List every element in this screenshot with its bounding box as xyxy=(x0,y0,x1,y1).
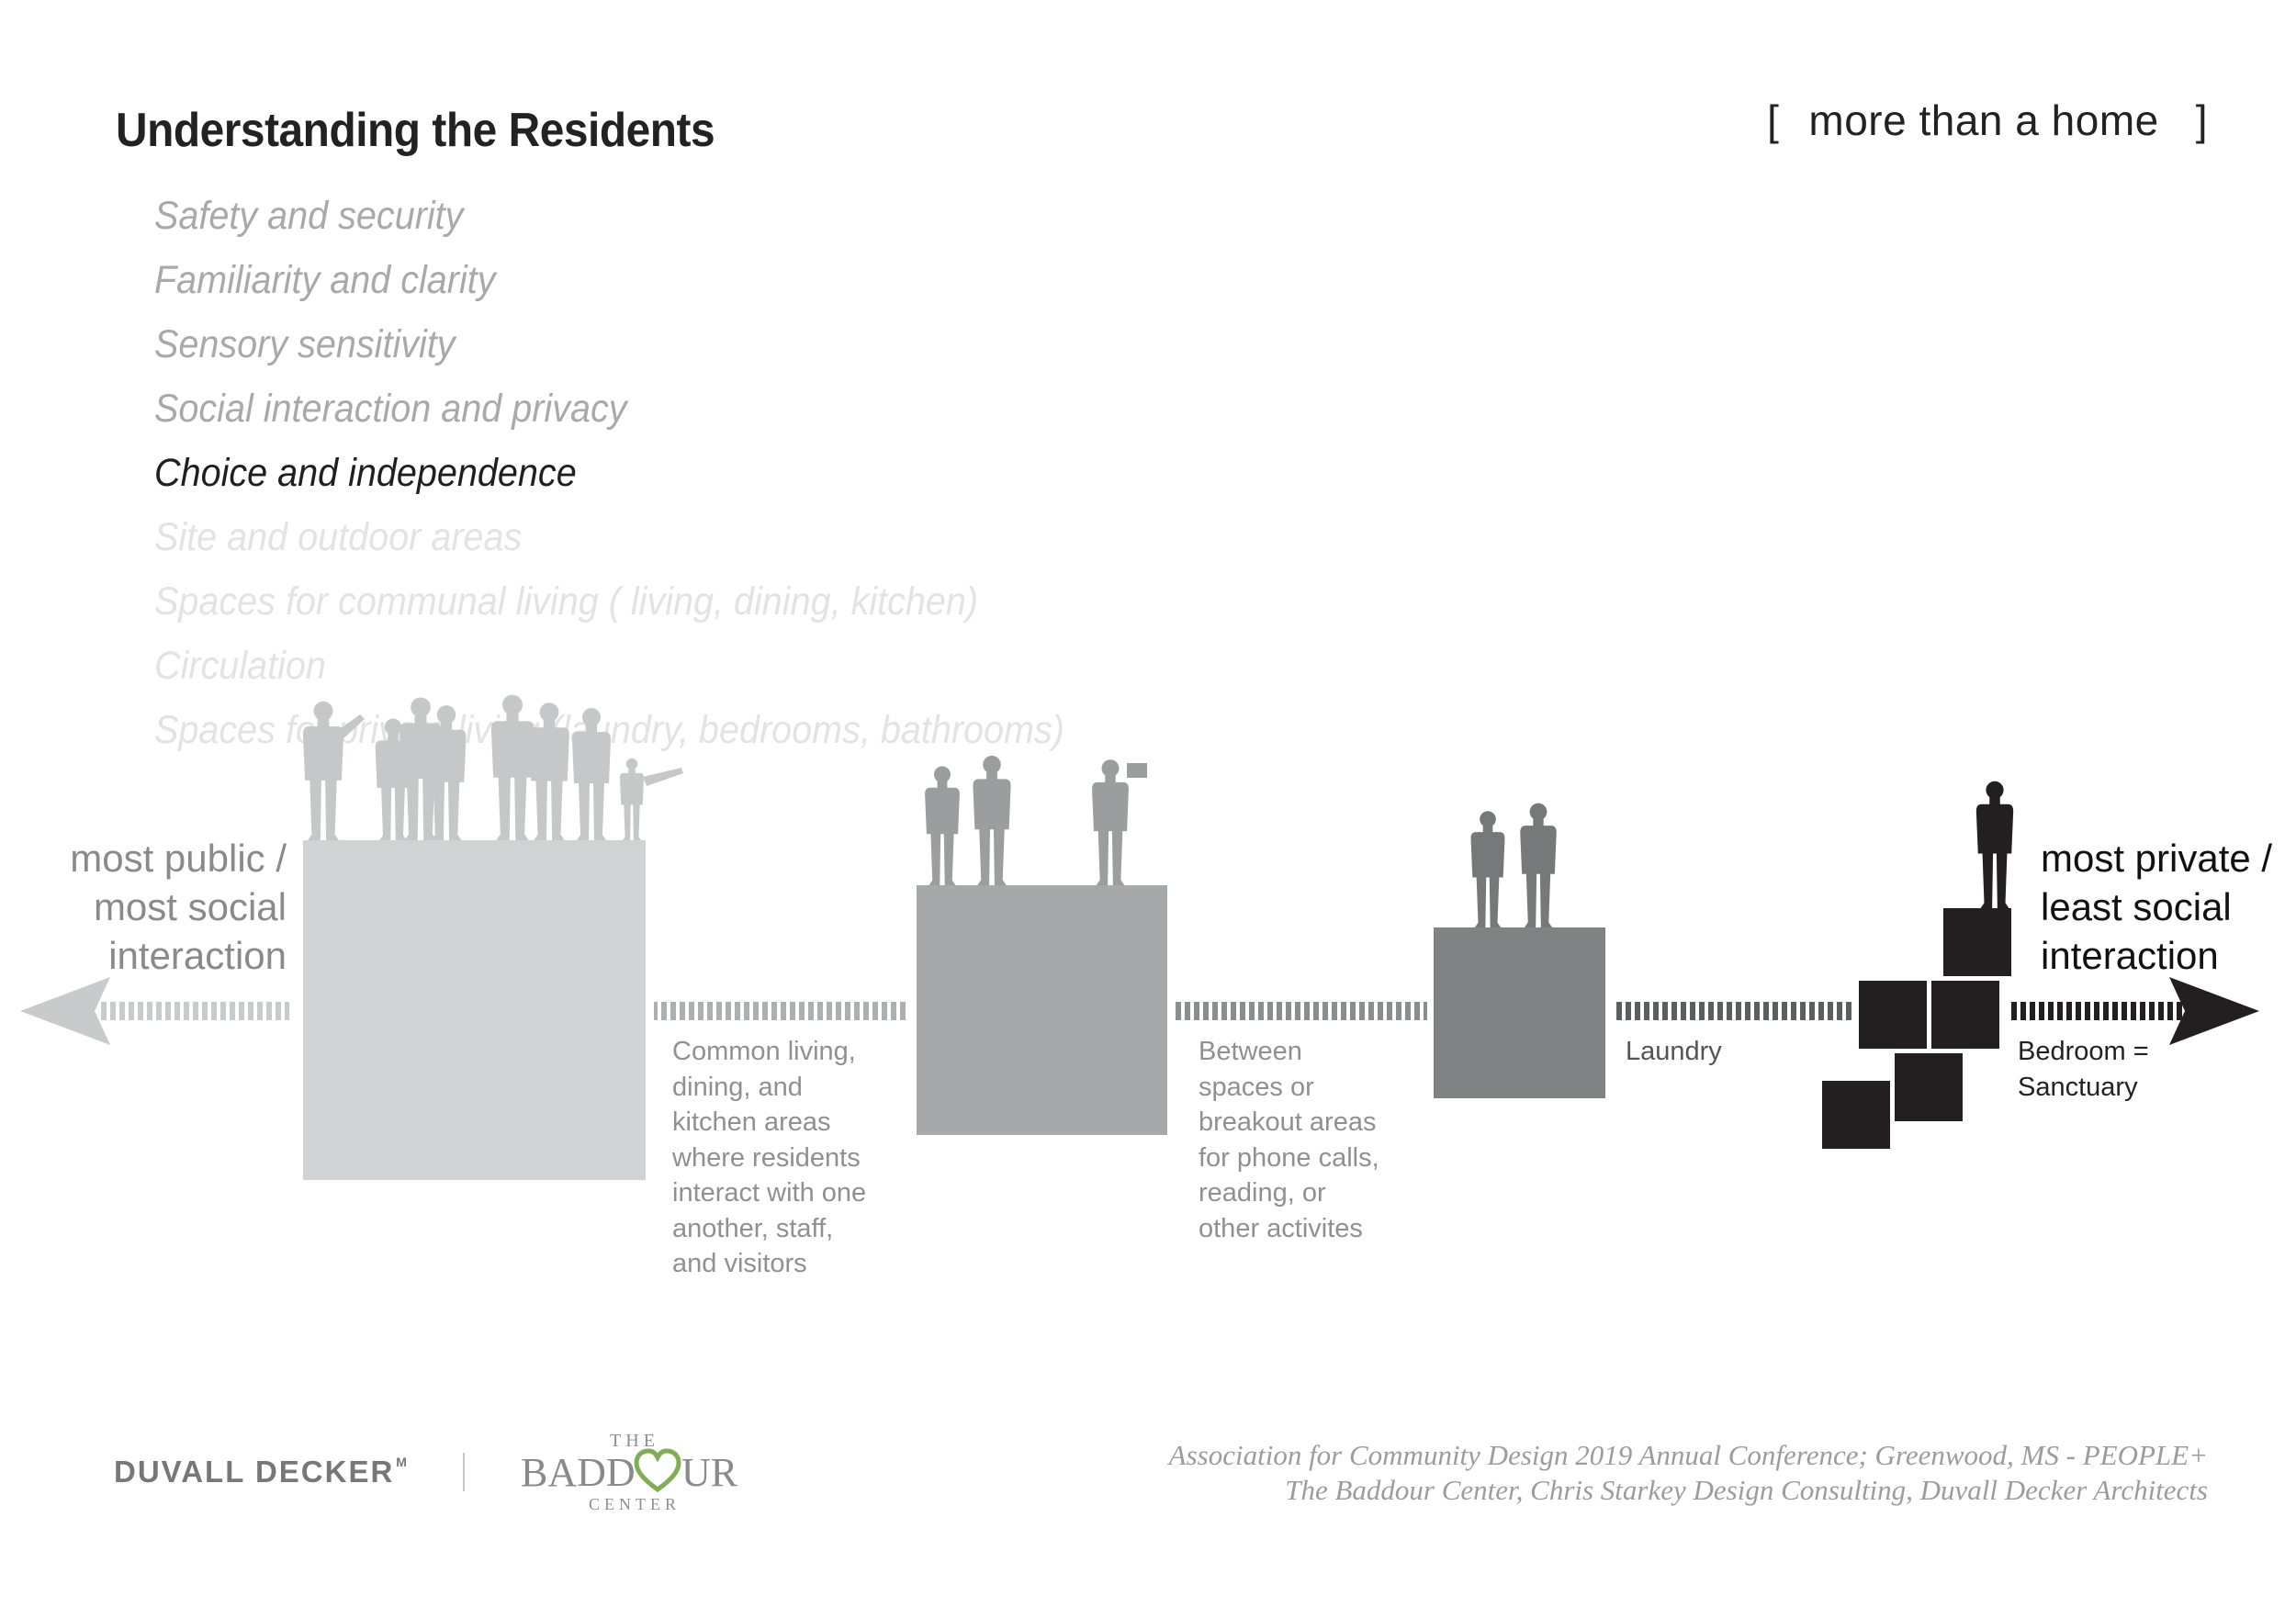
tagline-text: more than a home xyxy=(1808,96,2159,144)
duvall-decker-logo: DUVALL DECKER M xyxy=(114,1455,407,1489)
bedroom-block xyxy=(1931,981,1999,1049)
axis-segment-2 xyxy=(654,1002,907,1020)
bedroom-block xyxy=(1943,908,2011,976)
topic-item: Site and outdoor areas xyxy=(154,515,523,559)
crowd-silhouette xyxy=(302,694,683,840)
common-living-caption: Common living, dining, and kitchen areas… xyxy=(672,1037,867,1278)
tagline: [ more than a home] xyxy=(1767,96,2208,145)
pair-silhouette xyxy=(1470,803,1557,927)
right-arrowhead xyxy=(2169,977,2259,1045)
gradient-axis xyxy=(20,977,2259,1045)
laundry-caption: Laundry xyxy=(1626,1037,1722,1066)
common-living-block xyxy=(303,840,646,1180)
most-public-label: most public / most social interaction xyxy=(70,837,287,977)
baddour-logo-the: THE xyxy=(610,1431,659,1451)
axis-segment-5 xyxy=(2009,1002,2198,1020)
credits-line: The Baddour Center, Chris Starkey Design… xyxy=(1285,1474,2208,1506)
tagline-open-bracket: [ xyxy=(1767,96,1780,144)
group-silhouette xyxy=(925,755,1147,885)
topic-item: Familiarity and clarity xyxy=(154,258,496,302)
axis-segment-3 xyxy=(1173,1002,1427,1020)
resident-silhouette xyxy=(1975,781,2014,908)
bedroom-blocks xyxy=(1822,908,2011,1149)
heart-icon xyxy=(634,1448,681,1493)
topic-item: Circulation xyxy=(154,644,326,688)
baddour-center-logo: THE BADD UR CENTER xyxy=(521,1431,738,1513)
conference-credits: Association for Community Design 2019 An… xyxy=(1169,1438,2208,1508)
bedroom-block xyxy=(1895,1053,1963,1121)
topic-list: Safety and security Familiarity and clar… xyxy=(154,184,1143,762)
duvall-decker-mark: M xyxy=(396,1455,407,1469)
tagline-close-bracket: ] xyxy=(2195,96,2208,144)
bedroom-caption: Bedroom = Sanctuary xyxy=(2018,1037,2149,1102)
logo-divider xyxy=(463,1453,465,1491)
topic-item: Safety and security xyxy=(154,194,464,238)
credits-line: Association for Community Design 2019 An… xyxy=(1168,1439,2208,1471)
baddour-logo-center: CENTER xyxy=(589,1495,681,1513)
axis-segment-4 xyxy=(1615,1002,1853,1020)
most-private-label: most private / least social interaction xyxy=(2041,837,2273,977)
bedroom-block xyxy=(1822,1081,1890,1149)
laundry-block xyxy=(1434,927,1605,1098)
page-title: Understanding the Residents xyxy=(116,104,715,157)
topic-item-active: Choice and independence xyxy=(154,451,577,495)
duvall-decker-wordmark: DUVALL DECKER xyxy=(114,1455,395,1489)
breakout-space-block xyxy=(917,885,1167,1135)
bedroom-block xyxy=(1859,981,1927,1049)
baddour-logo-left: BADD xyxy=(521,1450,636,1495)
axis-segment-1 xyxy=(101,1002,289,1020)
topic-item: Spaces for communal living ( living, din… xyxy=(154,579,979,624)
breakout-space-caption: Between spaces or breakout areas for pho… xyxy=(1199,1037,1379,1243)
topic-item: Sensory sensitivity xyxy=(154,322,456,366)
left-arrowhead xyxy=(20,977,110,1045)
topic-item: Social interaction and privacy xyxy=(154,387,627,431)
baddour-logo-right: UR xyxy=(681,1450,738,1495)
